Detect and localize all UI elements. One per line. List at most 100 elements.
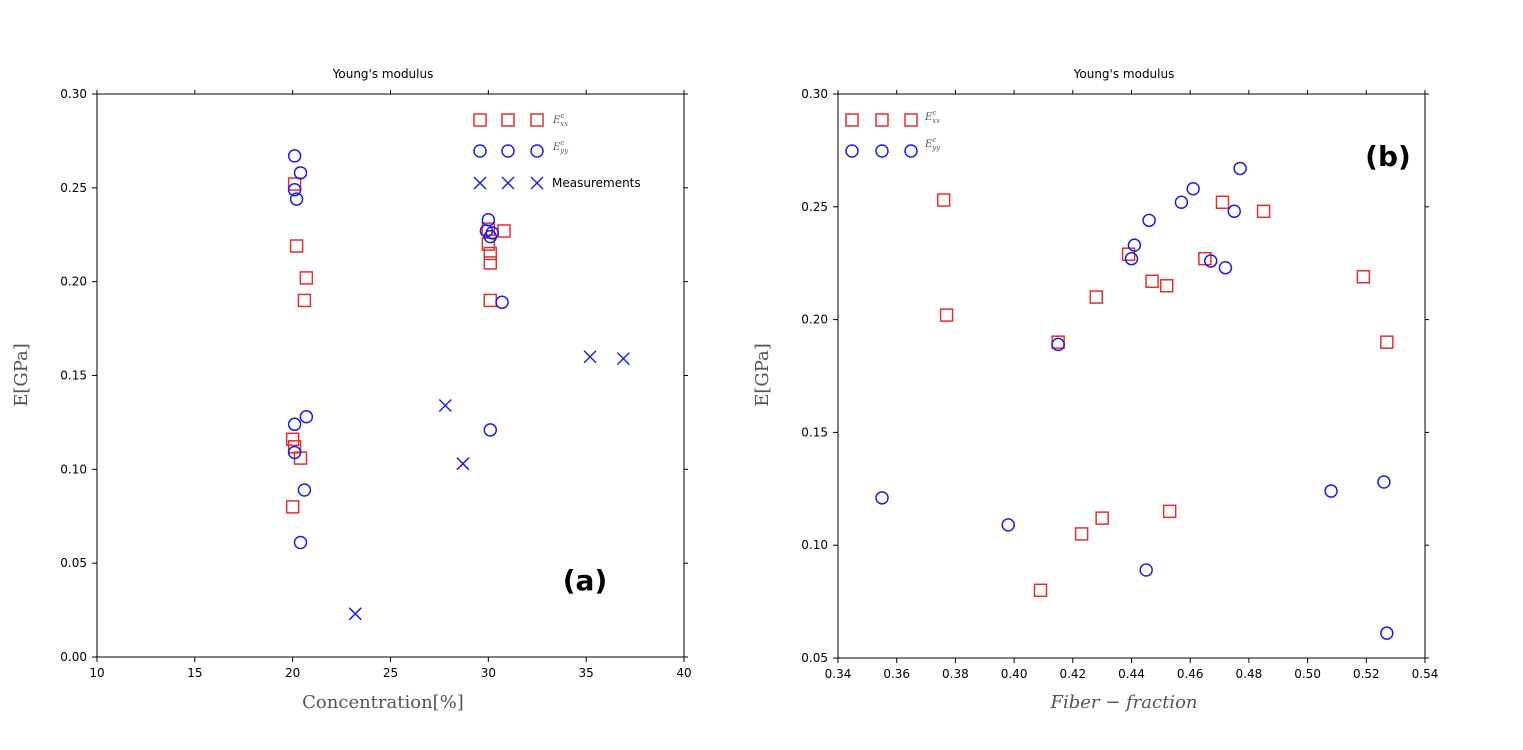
legend-b-exx-base: E <box>924 112 933 123</box>
chart-b-point-eyy <box>1380 626 1394 640</box>
chart-b-x-tick-label: 0.46 <box>1177 667 1204 681</box>
legend-a-marker-exx-2 <box>501 113 515 127</box>
legend-a-item-exx: Ec xx <box>473 112 568 128</box>
legend-a-marker-exx-3 <box>530 113 544 127</box>
chart-a-point-eyy <box>293 166 308 180</box>
chart-a-point-exx <box>289 239 304 253</box>
legend-b-marker-exx-2 <box>875 113 889 127</box>
chart-b-x-tick-label: 0.38 <box>942 667 969 681</box>
legend-b-label-exx: Ec xx <box>924 109 940 125</box>
chart-b-point-exx <box>1256 204 1271 219</box>
chart-a-point-eyy <box>485 226 499 240</box>
chart-a-x-tick-label: 20 <box>285 666 300 680</box>
chart-b-x-tick-label: 0.36 <box>883 667 910 681</box>
panel-a-label: (a) <box>563 564 608 597</box>
chart-b-point-exx <box>939 308 954 322</box>
legend-a-marker-eyy-3 <box>530 144 544 158</box>
legend-b-eyy-sub: yy <box>931 144 941 152</box>
chart-a-point-exx <box>285 432 300 447</box>
chart-b-point-exx <box>1198 251 1212 266</box>
chart-a-point-eyy <box>287 417 302 432</box>
chart-a-point-measurement <box>616 352 630 366</box>
chart-a-x-tick-label: 30 <box>481 666 496 680</box>
chart-b-point-eyy <box>1124 251 1139 266</box>
chart-a-x-tick-label: 25 <box>383 666 398 680</box>
chart-b-point-eyy <box>1142 213 1156 228</box>
legend-b-marker-eyy-2 <box>875 144 889 158</box>
chart-b-point-eyy <box>875 491 889 505</box>
chart-b-point-exx <box>1089 290 1104 304</box>
chart-b-point-exx <box>1074 527 1089 541</box>
chart-a-point-exx <box>483 256 498 270</box>
chart-b-point-exx <box>1033 583 1048 598</box>
legend-a-exx-base: E <box>552 115 561 126</box>
chart-a-point-eyy <box>293 535 308 550</box>
chart-a-point-exx <box>481 222 496 236</box>
legend-b-eyy-sup: c <box>932 136 936 144</box>
legend-b-exx-sub: xx <box>932 117 940 125</box>
chart-b-axis-ticks: 0.34 0.36 0.38 0.40 0.42 0.44 0.46 0.48 0.50 0.52… <box>801 87 1438 681</box>
legend-b-marker-exx-3 <box>904 113 918 127</box>
chart-a-point-eyy <box>495 295 509 310</box>
chart-a-y-tick-label: 0.30 <box>60 87 87 101</box>
chart-b-y-tick-label: 0.20 <box>801 313 828 327</box>
chart-a-point-exx <box>285 500 300 514</box>
chart-a-point-measurement <box>583 350 597 364</box>
chart-a-point-exx <box>497 224 511 238</box>
chart-a-point-eyy <box>287 445 302 460</box>
chart-b-point-eyy <box>1001 518 1015 532</box>
legend-a-label-eyy: Ec yy <box>552 139 569 155</box>
chart-a-y-tick-label: 0.05 <box>60 556 87 570</box>
chart-b-point-eyy <box>1127 238 1142 252</box>
chart-a-points <box>285 149 630 621</box>
chart-a-title: Young's modulus <box>332 67 434 81</box>
chart-a-point-exx <box>483 293 498 308</box>
legend-b-item-eyy: Ec yy <box>845 136 941 158</box>
chart-a-x-tick-label: 40 <box>676 666 691 680</box>
legend-a-marker-meas-3 <box>530 176 544 190</box>
chart-a-point-eyy <box>287 149 302 163</box>
chart-b-x-tick-label: 0.40 <box>1001 667 1028 681</box>
chart-b-points <box>875 161 1394 640</box>
legend-a-exx-sup: c <box>560 112 564 120</box>
chart-b-point-exx <box>1145 274 1159 288</box>
chart-a-point-eyy <box>481 212 496 227</box>
chart-b-x-tick-label: 0.42 <box>1059 667 1086 681</box>
chart-b-point-eyy <box>1377 475 1391 489</box>
chart-b-point-exx <box>1162 504 1177 519</box>
chart-b-point-eyy <box>1186 182 1200 196</box>
legend-b-marker-eyy-1 <box>845 144 859 158</box>
chart-a-y-tick-label: 0.20 <box>60 275 87 289</box>
chart-a-x-tick-label: 35 <box>579 666 594 680</box>
legend-a-eyy-base: E <box>552 142 561 153</box>
chart-b-x-tick-label: 0.50 <box>1294 667 1321 681</box>
legend-b-label-eyy: Ec yy <box>924 136 941 152</box>
chart-b-y-tick-label: 0.05 <box>801 651 828 665</box>
chart-b-point-eyy <box>1218 260 1233 275</box>
legend-a-eyy-sup: c <box>560 139 564 147</box>
chart-a-y-tick-label: 0.10 <box>60 462 87 476</box>
chart-b-point-eyy <box>1233 161 1247 176</box>
chart-a-y-axis-label: E[GPa] <box>11 343 32 407</box>
legend-b-item-exx: Ec xx <box>845 109 940 127</box>
chart-b-legend: Ec xx Ec yy <box>845 109 941 158</box>
legend-a-label-exx: Ec xx <box>552 112 568 128</box>
legend-b-eyy-base: E <box>924 139 933 150</box>
chart-b-x-tick-label: 0.54 <box>1412 667 1439 681</box>
legend-a-marker-eyy-2 <box>501 144 515 158</box>
chart-a-point-exx <box>483 246 498 261</box>
chart-a-point-measurement <box>348 607 362 621</box>
legend-a-exx-sub: xx <box>560 120 568 128</box>
chart-a-point-eyy <box>289 192 304 206</box>
chart-panel-a: Young's modulus 10 15 20 25 30 35 40 0.00 0.05 0.… <box>11 67 692 713</box>
chart-a-y-tick-label: 0.00 <box>60 650 87 664</box>
chart-b-point-exx <box>936 193 951 207</box>
chart-b-point-exx <box>1159 279 1174 293</box>
chart-a-point-exx <box>297 293 312 308</box>
chart-a-point-exx <box>299 271 314 285</box>
chart-b-y-tick-label: 0.15 <box>801 425 828 439</box>
chart-b-title: Young's modulus <box>1073 67 1175 81</box>
chart-a-point-eyy <box>297 483 312 497</box>
chart-b-y-tick-label: 0.30 <box>801 87 828 101</box>
